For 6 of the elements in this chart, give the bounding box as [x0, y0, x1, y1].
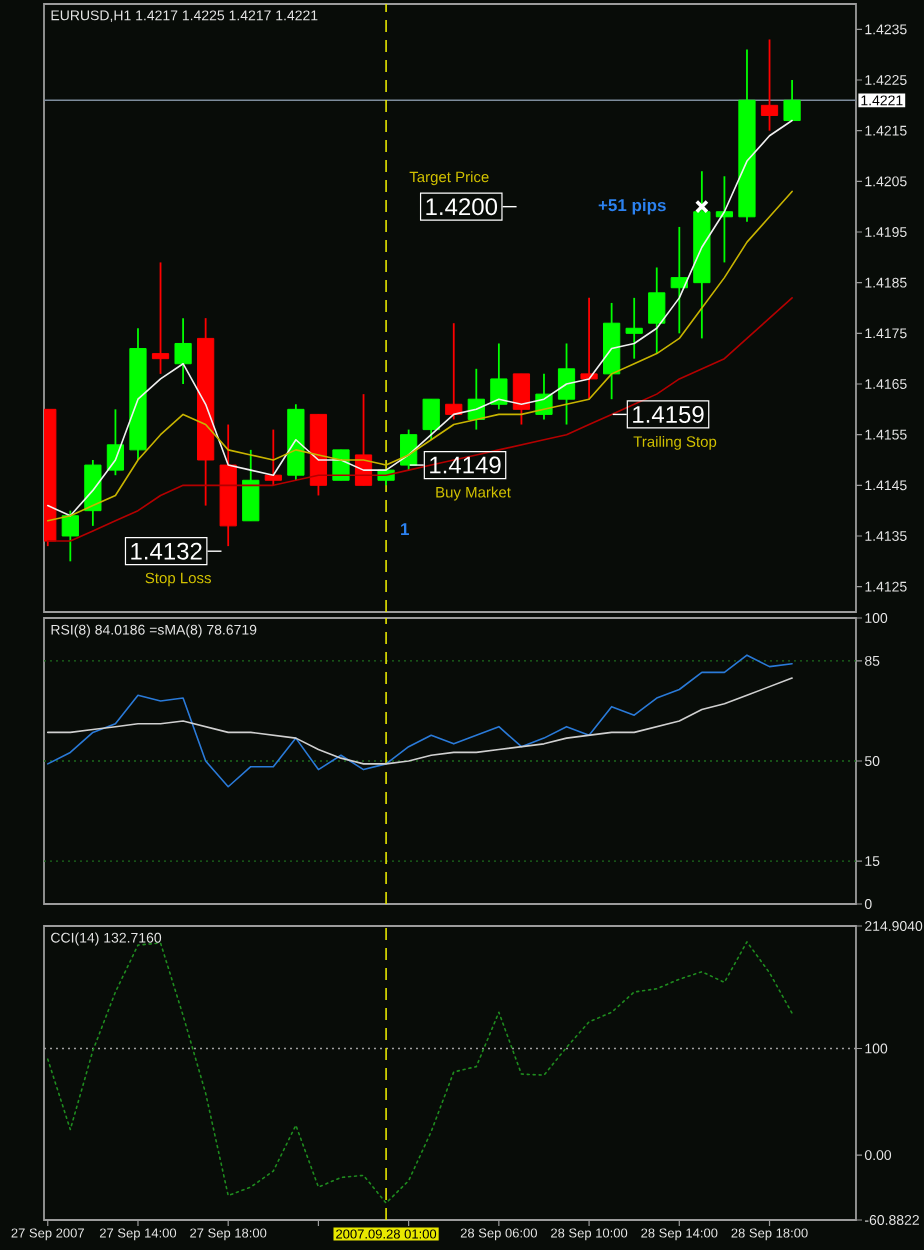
annotation: +51 pips: [598, 198, 666, 215]
annotation: 1.4149: [430, 456, 501, 474]
annotation: 1: [401, 523, 409, 535]
annotation: 1.4132: [131, 542, 202, 560]
annotation: 1.4200: [426, 198, 498, 216]
annotation: 1.4159: [633, 405, 704, 423]
